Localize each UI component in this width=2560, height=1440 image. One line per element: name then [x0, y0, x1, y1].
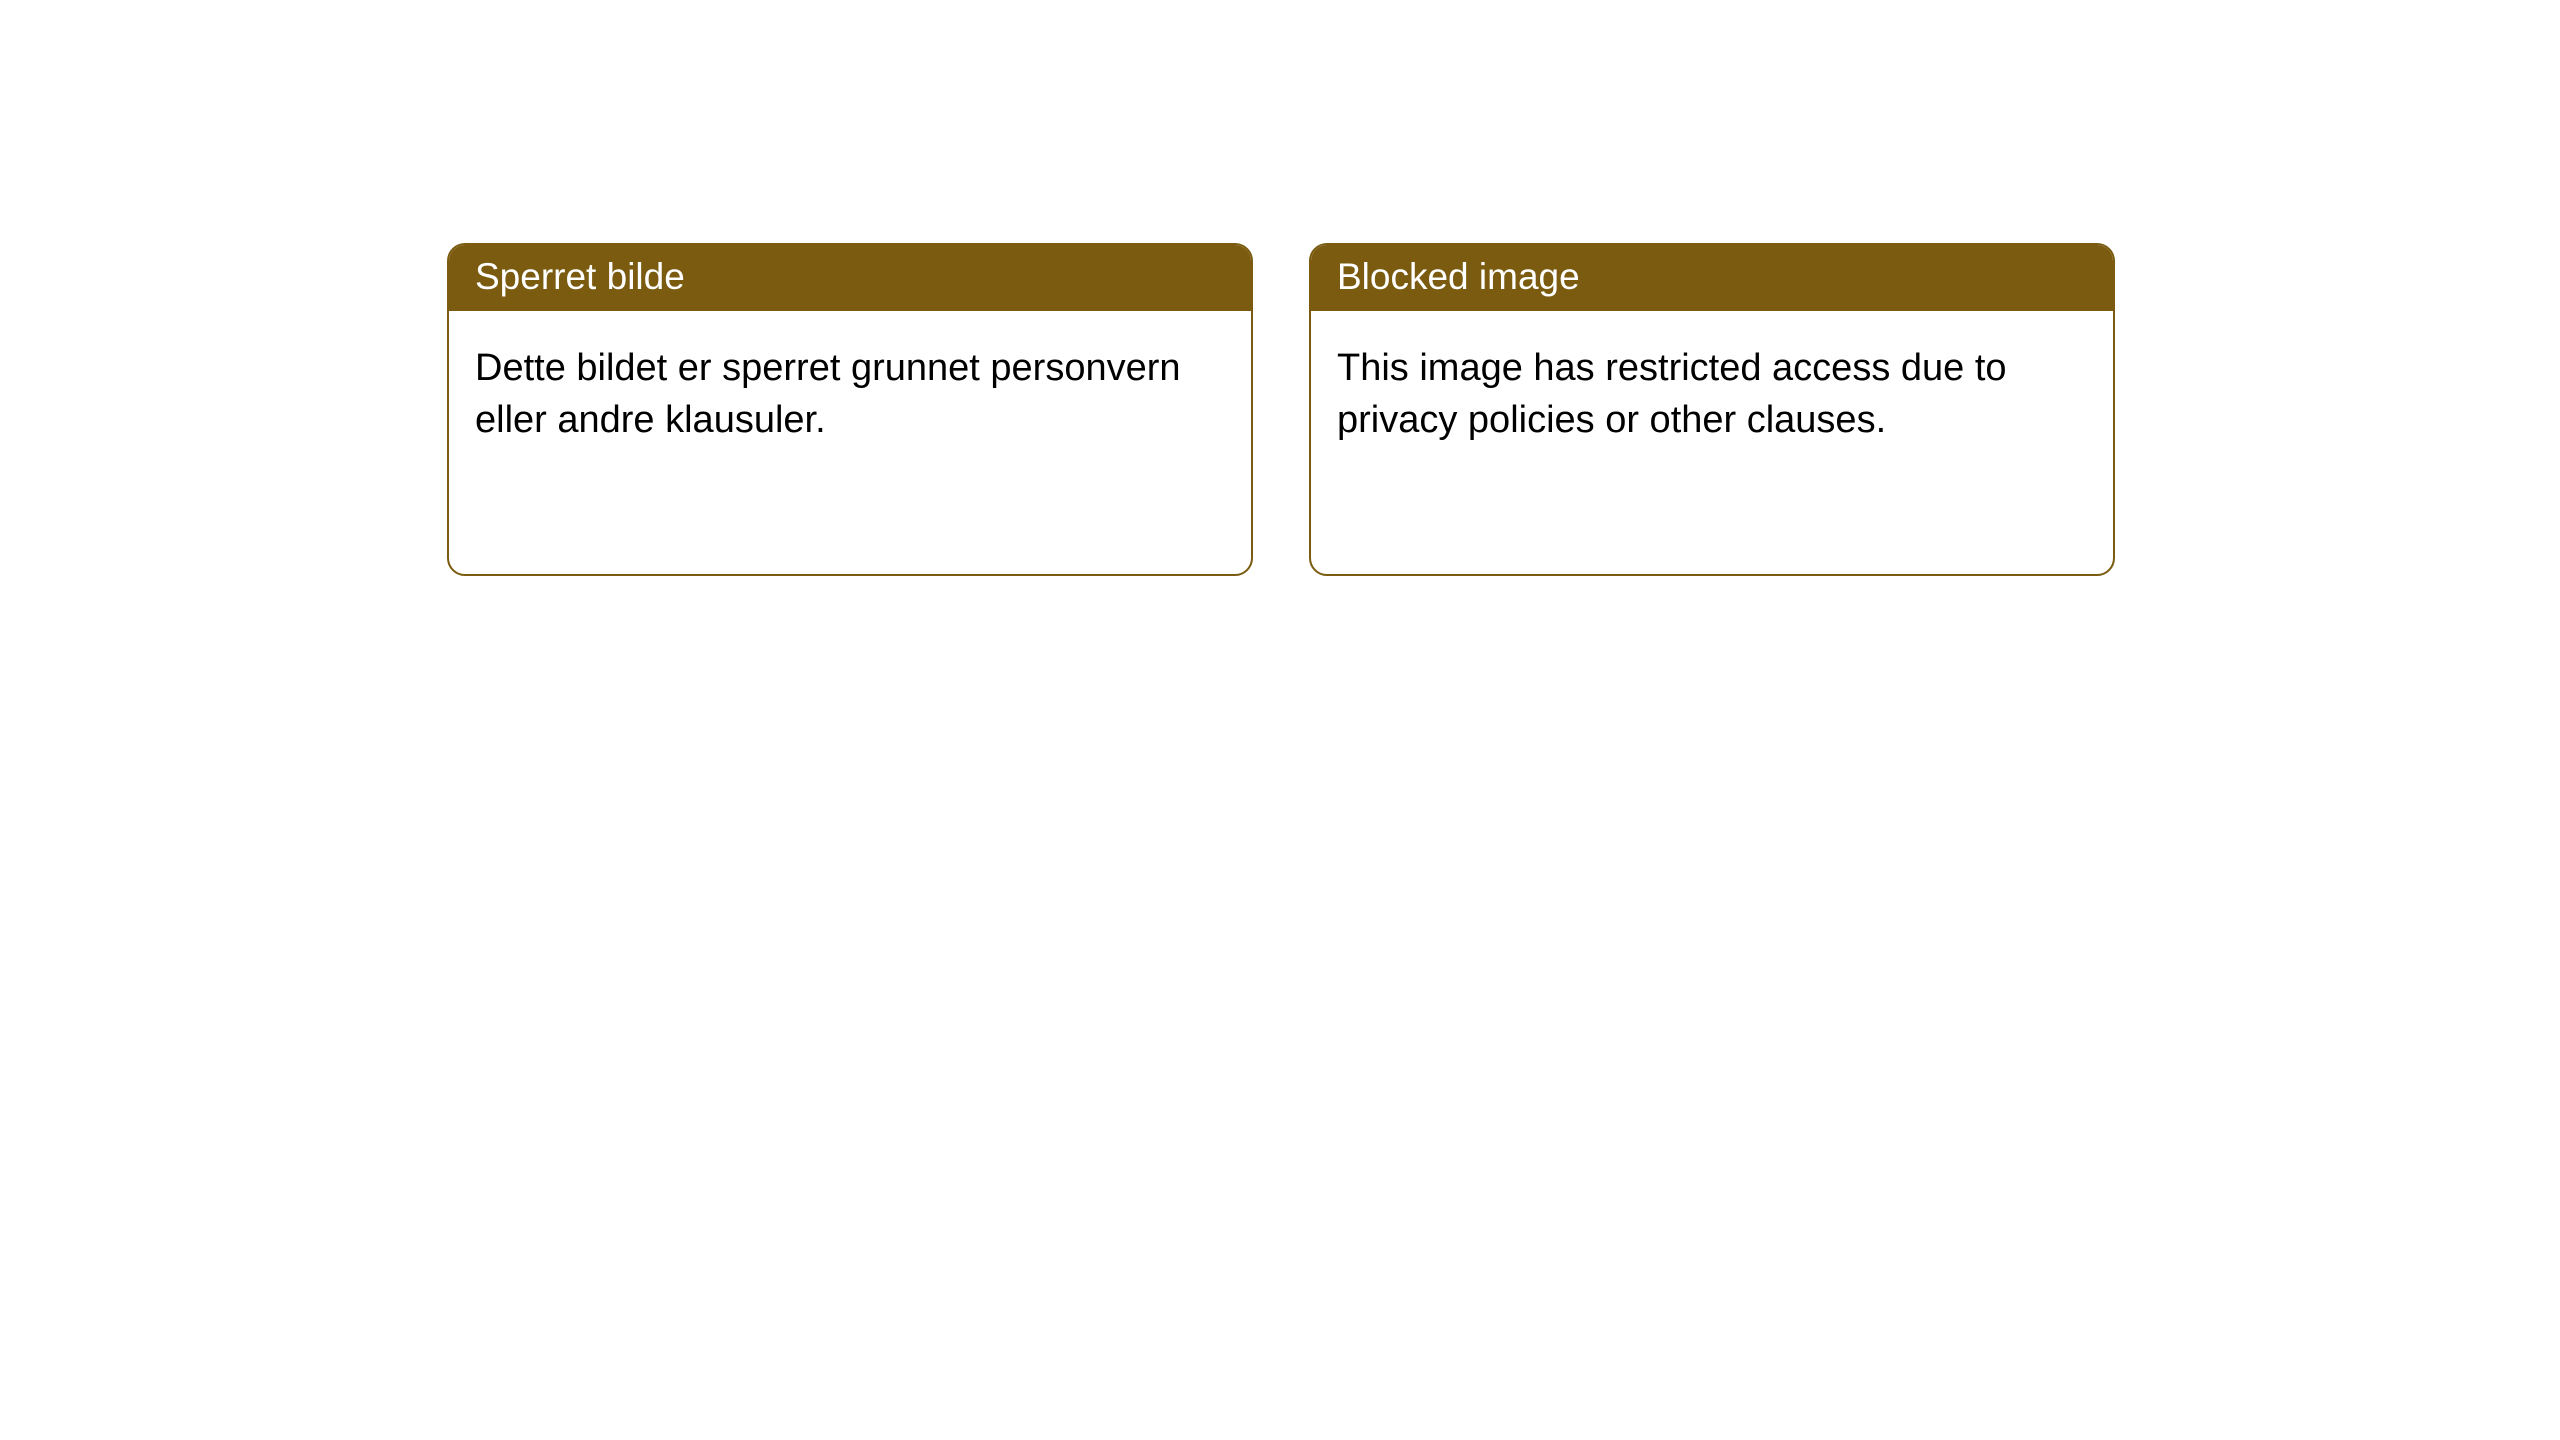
notice-card-english: Blocked image This image has restricted …	[1309, 243, 2115, 576]
notice-card-title: Sperret bilde	[449, 245, 1251, 311]
notice-cards-container: Sperret bilde Dette bildet er sperret gr…	[0, 0, 2560, 576]
notice-card-title: Blocked image	[1311, 245, 2113, 311]
notice-card-norwegian: Sperret bilde Dette bildet er sperret gr…	[447, 243, 1253, 576]
notice-card-body: This image has restricted access due to …	[1311, 311, 2113, 478]
notice-card-body: Dette bildet er sperret grunnet personve…	[449, 311, 1251, 478]
